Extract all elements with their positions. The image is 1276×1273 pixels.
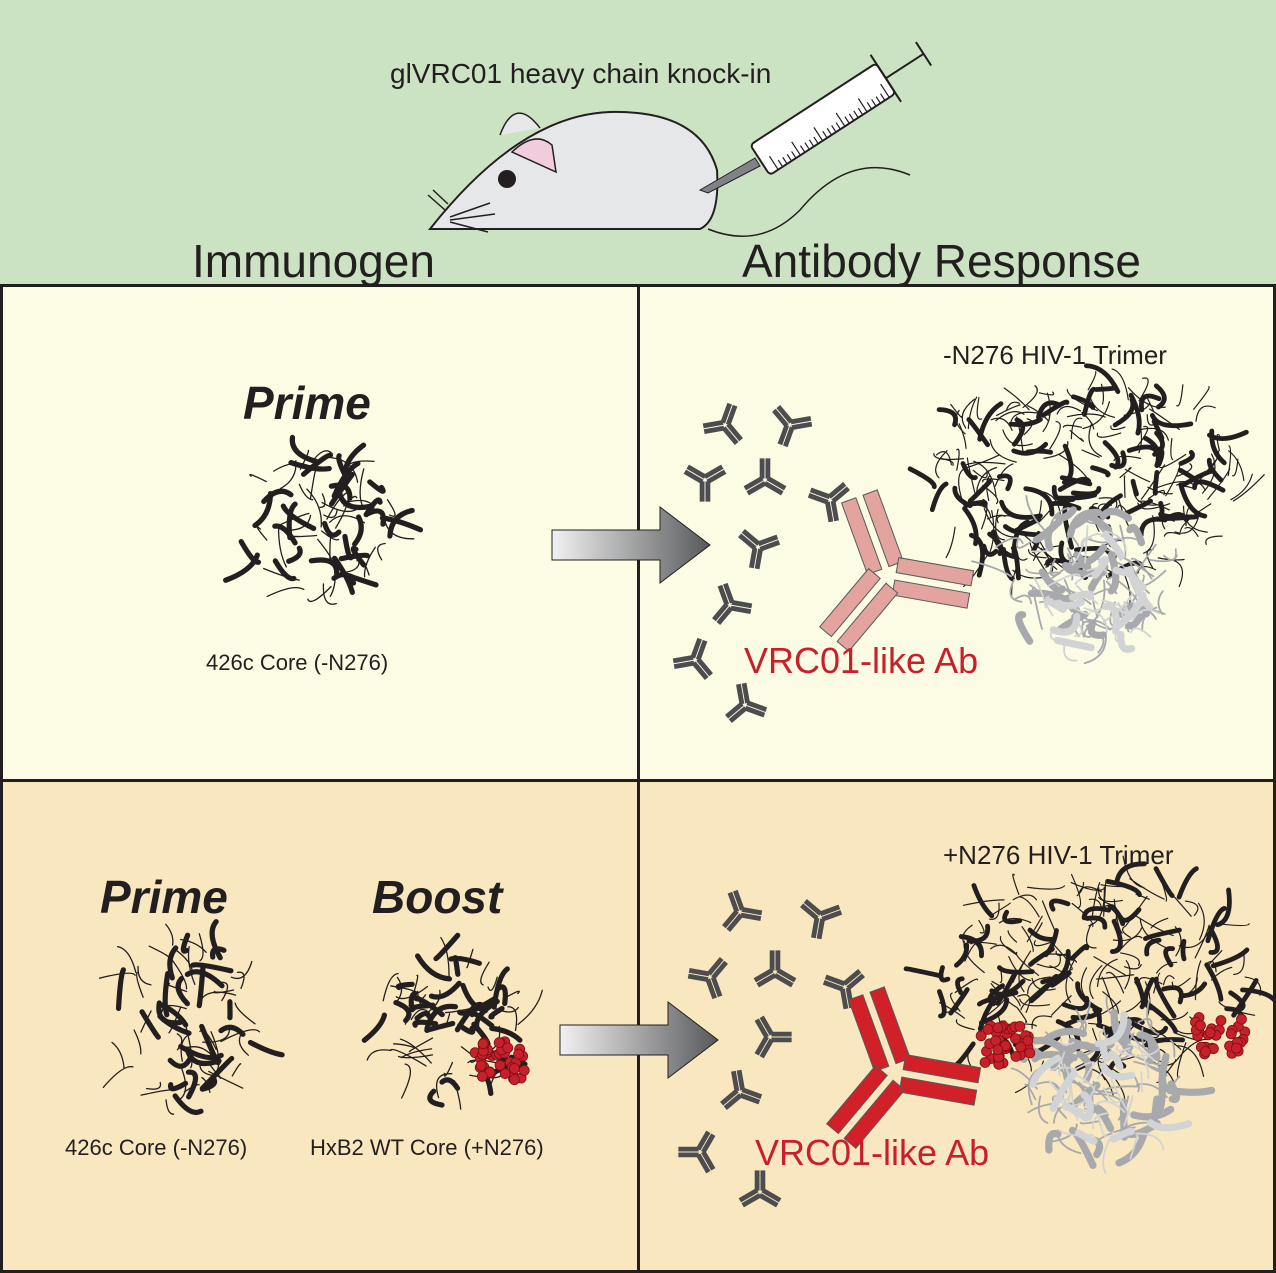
prime-label: Prime: [100, 871, 228, 923]
antibody-icon: [720, 1069, 763, 1110]
prime-boost-response-panel: [640, 782, 1276, 1272]
antibody-icon: [738, 529, 781, 570]
boost-label: Boost: [372, 871, 503, 923]
antibody-cloud: [672, 402, 975, 723]
antibody-icon: [738, 1170, 782, 1208]
antibody-icon: [807, 482, 850, 523]
prime-core-protein-structure: [98, 919, 285, 1116]
divider: [0, 284, 3, 1273]
prime-immunogen-panel: [3, 285, 638, 780]
column-header-immunogen: Immunogen: [192, 235, 435, 287]
hiv-trimer-structure: [903, 855, 1276, 1174]
antibody-icon: [687, 957, 728, 1000]
divider: [637, 284, 640, 1273]
vrc01-like-ab-label: VRC01-like Ab: [755, 1132, 990, 1173]
antibody-icon: [753, 950, 797, 988]
n276-glycan: [975, 1020, 1036, 1070]
arrow-icon: [551, 505, 711, 585]
antibody-icon: [672, 637, 713, 680]
hiv-trimer-structure: [907, 363, 1265, 665]
antibody-icon: [683, 464, 727, 502]
antibody-icon: [754, 1015, 792, 1059]
antibody-icon: [725, 682, 768, 723]
prime-label: Prime: [243, 377, 371, 429]
prime-boost-immunogen-panel: [3, 782, 638, 1272]
antibody-icon: [800, 899, 843, 940]
antibody-icon: [743, 458, 787, 496]
vrc01-like-antibody-icon: [819, 489, 975, 652]
antibody-icon: [722, 889, 763, 932]
vrc01-like-antibody-icon: [826, 986, 982, 1149]
antibody-icon: [712, 582, 753, 625]
antibody-icon: [678, 1130, 716, 1174]
boost-core-label: HxB2 WT Core (+N276): [310, 1135, 544, 1160]
arrow-icon: [559, 1000, 719, 1080]
divider: [1273, 284, 1276, 1273]
antibody-icon: [772, 405, 813, 448]
core-label: 426c Core (-N276): [206, 650, 389, 675]
antibody-icon: [822, 969, 865, 1010]
vrc01-like-ab-label: VRC01-like Ab: [744, 640, 979, 681]
trimer-label: -N276 HIV-1 Trimer: [943, 340, 1167, 370]
column-header-antibody-response: Antibody Response: [742, 235, 1141, 287]
mouse-illustration: [427, 41, 933, 237]
syringe-icon: [698, 41, 933, 194]
boost-core-protein-structure: [361, 932, 543, 1110]
antibody-cloud: [678, 889, 982, 1208]
n276-glycan: [469, 1036, 530, 1086]
antibody-icon: [702, 402, 743, 445]
mouse-label: glVRC01 heavy chain knock-in: [390, 58, 772, 89]
n276-glycan: [1190, 1012, 1251, 1060]
prime-core-label: 426c Core (-N276): [65, 1135, 248, 1160]
core-protein-structure: [223, 434, 424, 605]
